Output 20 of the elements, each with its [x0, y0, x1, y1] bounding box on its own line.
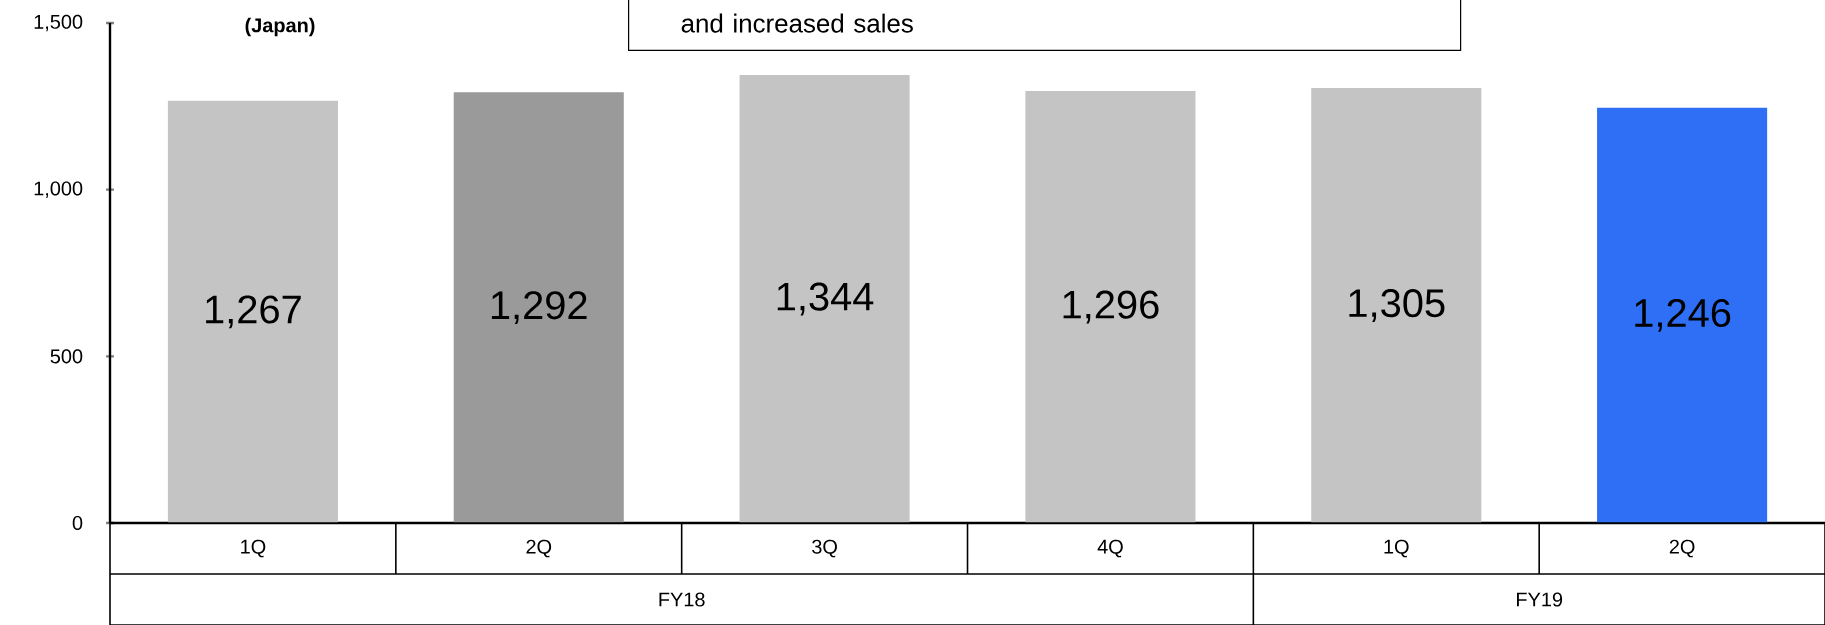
text: FY18 [659, 592, 705, 607]
x-tick-label: 4Q [1097, 539, 1123, 558]
data-label: 1,296 [1063, 290, 1159, 324]
y-tick-label: 1,000 [34, 181, 83, 198]
y-tick-label: 0 [72, 515, 83, 531]
text: FY19 [1516, 592, 1563, 607]
data-label: 1,344 [777, 282, 874, 316]
x-tick-label: 2Q [526, 539, 552, 558]
data-label: 1,246 [1635, 298, 1731, 332]
x-tick-label: 2Q [1669, 539, 1695, 558]
x-tick-label: 1Q [1384, 539, 1409, 558]
x-tick-label: 1Q [241, 539, 266, 558]
data-label: 1,267 [206, 295, 301, 329]
y-tick-label: 500 [50, 349, 83, 364]
data-label: 1,292 [491, 291, 587, 325]
data-label: 1,305 [1349, 289, 1445, 322]
y-tick-label: 1,500 [34, 14, 83, 32]
annotation: (Japan) [245, 17, 315, 37]
annotation: and increased sales [681, 13, 913, 33]
x-tick-label: 3Q [812, 539, 837, 558]
